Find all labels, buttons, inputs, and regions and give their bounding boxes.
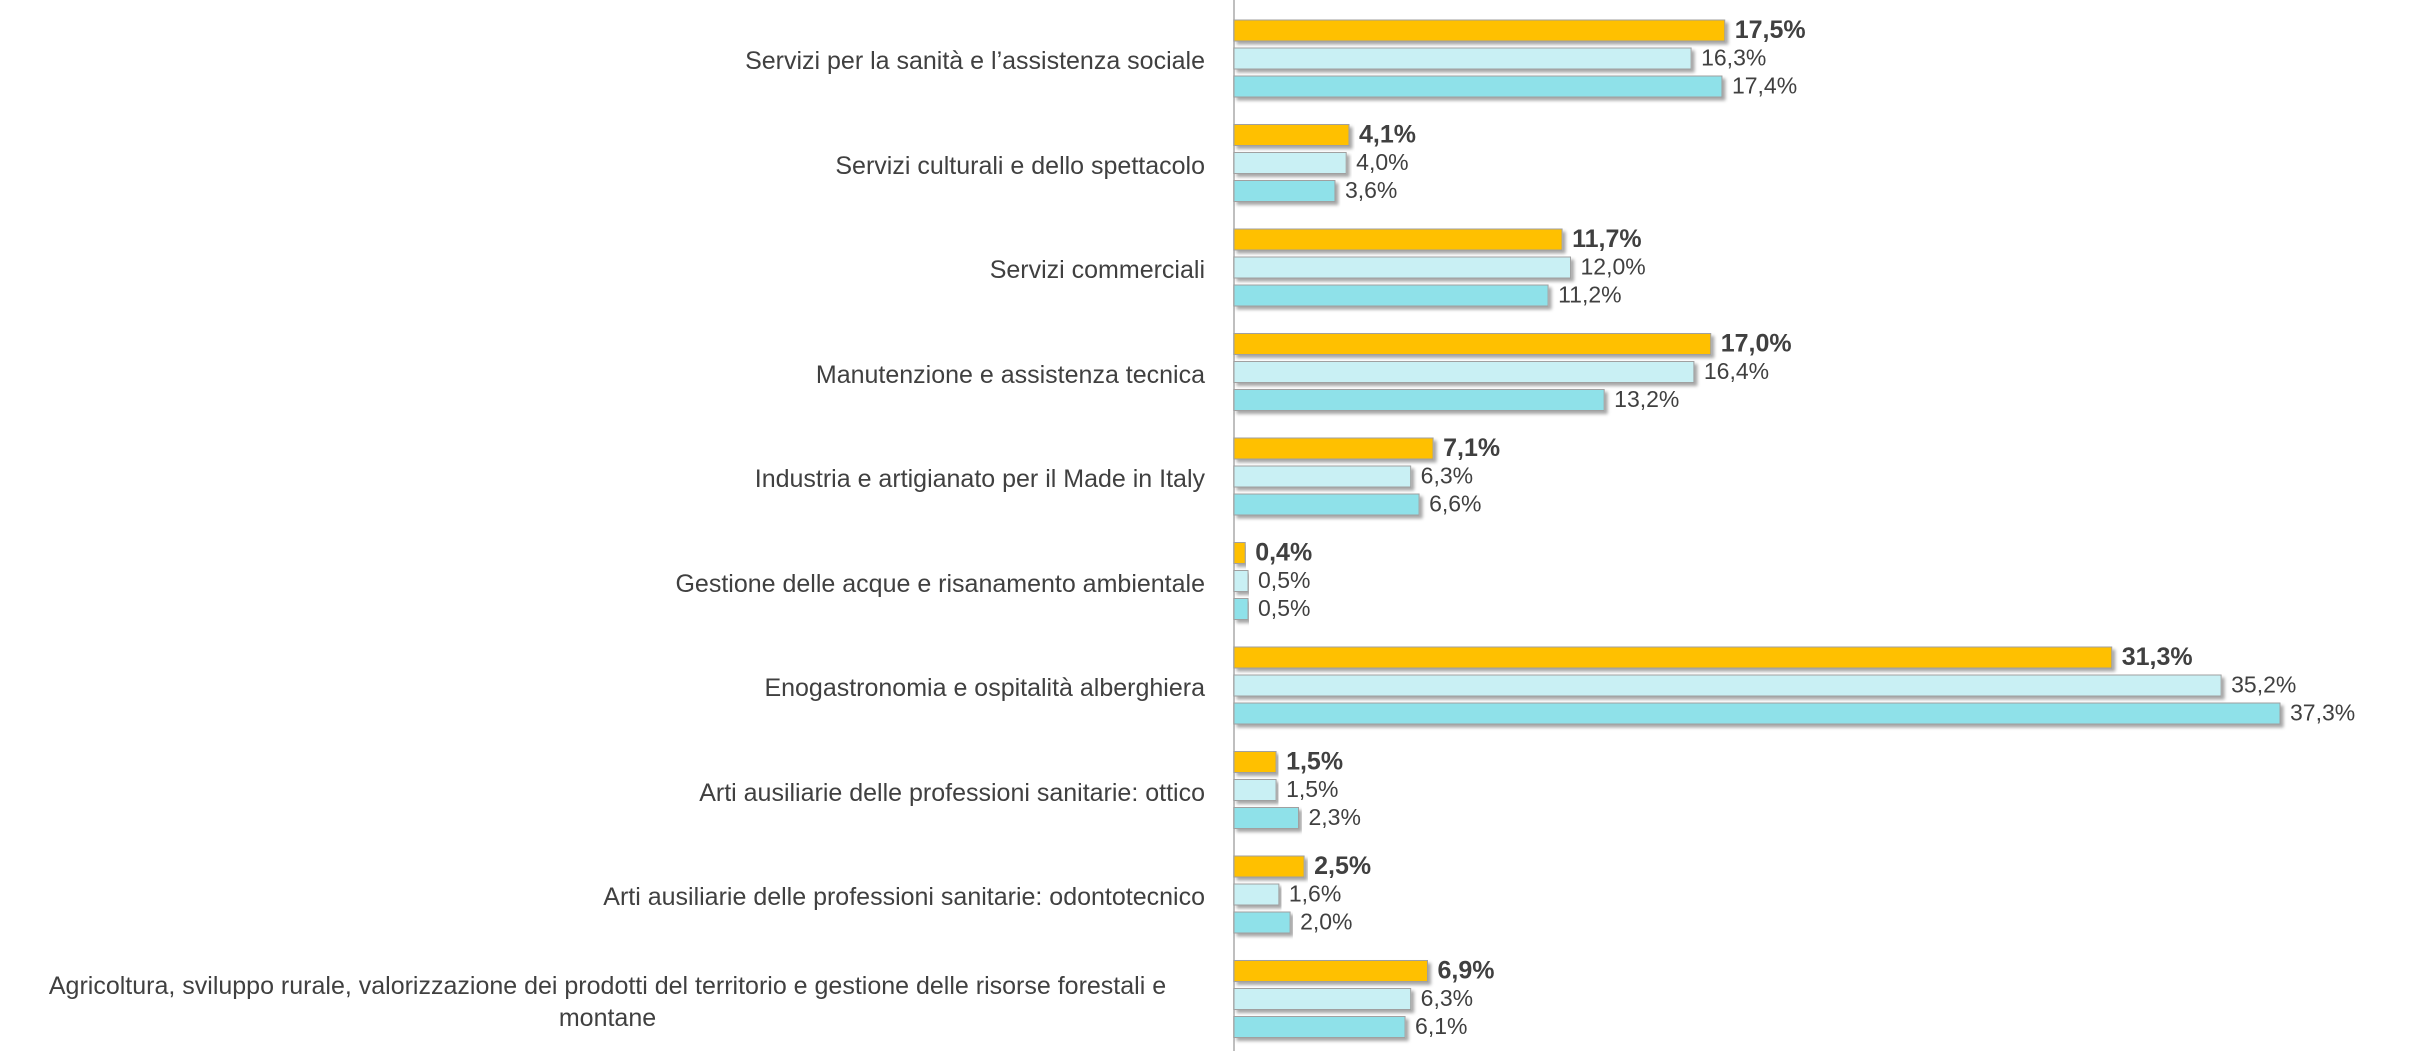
category-text: Servizi per la sanità e l’assistenza soc… <box>745 47 1205 76</box>
bar <box>1233 674 2222 697</box>
value-label: 0,5% <box>1258 567 1310 593</box>
bar <box>1233 751 1277 773</box>
bar <box>1233 437 1434 460</box>
value-label: 37,3% <box>2290 700 2355 726</box>
value-label: 11,7% <box>1572 225 1642 253</box>
bar <box>1233 256 1572 279</box>
value-label: 0,5% <box>1258 595 1310 621</box>
category-label: Gestione delle acque e risanamento ambie… <box>10 543 1205 627</box>
value-label: 1,5% <box>1286 748 1343 776</box>
value-label: 6,9% <box>1437 957 1494 985</box>
bar <box>1233 389 1605 411</box>
bar <box>1233 493 1420 516</box>
category-label: Arti ausiliarie delle professioni sanita… <box>10 856 1205 940</box>
value-label: 17,5% <box>1735 16 1806 44</box>
category-text: Servizi commerciali <box>989 256 1205 285</box>
value-label: 2,0% <box>1300 909 1352 935</box>
value-label: 2,5% <box>1314 852 1371 880</box>
bar <box>1233 702 2281 725</box>
value-label: 4,1% <box>1359 121 1416 149</box>
category-text: Enogastronomia e ospitalità alberghiera <box>764 674 1205 703</box>
bar <box>1233 988 1412 1010</box>
value-label: 6,1% <box>1415 1013 1467 1039</box>
category-text: Industria e artigianato per il Made in I… <box>754 465 1205 494</box>
bar <box>1233 570 1249 592</box>
value-label: 12,0% <box>1581 254 1646 280</box>
bar <box>1233 180 1336 202</box>
bar <box>1233 465 1412 488</box>
value-label: 31,3% <box>2122 643 2193 671</box>
value-label: 1,5% <box>1286 776 1338 802</box>
value-label: 4,0% <box>1356 149 1408 175</box>
bar <box>1233 911 1291 934</box>
bar <box>1233 855 1305 878</box>
value-label: 1,6% <box>1289 881 1341 907</box>
value-label: 6,6% <box>1429 491 1481 517</box>
value-label: 11,2% <box>1558 282 1622 308</box>
value-label: 17,0% <box>1721 330 1792 358</box>
value-label: 2,3% <box>1308 804 1360 830</box>
bar <box>1233 333 1712 355</box>
bar <box>1233 228 1563 251</box>
value-label: 17,4% <box>1732 73 1797 99</box>
bar <box>1233 598 1249 620</box>
bar <box>1233 1016 1406 1038</box>
bar <box>1233 19 1726 42</box>
bar <box>1233 542 1246 564</box>
bar <box>1233 779 1277 801</box>
bar <box>1233 47 1692 70</box>
category-text: Servizi culturali e dello spettacolo <box>835 151 1205 180</box>
category-label: Enogastronomia e ospitalità alberghiera <box>10 647 1205 731</box>
bar <box>1233 124 1350 146</box>
value-label: 0,4% <box>1255 539 1312 567</box>
value-label: 3,6% <box>1345 177 1397 203</box>
bar <box>1233 646 2113 669</box>
value-label: 6,3% <box>1421 985 1473 1011</box>
bar <box>1233 152 1347 174</box>
bar <box>1233 807 1299 829</box>
bar <box>1233 883 1280 906</box>
category-label: Arti ausiliarie delle professioni sanita… <box>10 752 1205 836</box>
value-label: 13,2% <box>1614 386 1679 412</box>
bar <box>1233 960 1428 982</box>
category-label: Servizi culturali e dello spettacolo <box>10 125 1205 209</box>
value-label: 6,3% <box>1421 463 1473 489</box>
category-text: Gestione delle acque e risanamento ambie… <box>675 569 1205 598</box>
value-label: 16,3% <box>1701 45 1766 71</box>
bar <box>1233 361 1695 383</box>
category-label: Industria e artigianato per il Made in I… <box>10 438 1205 522</box>
category-label: Manutenzione e assistenza tecnica <box>10 334 1205 418</box>
category-text: Arti ausiliarie delle professioni sanita… <box>603 883 1205 912</box>
category-text: Arti ausiliarie delle professioni sanita… <box>699 778 1205 807</box>
value-label: 35,2% <box>2231 672 2296 698</box>
category-label: Servizi commerciali <box>10 229 1205 313</box>
category-text: Manutenzione e assistenza tecnica <box>815 360 1205 389</box>
category-text: Agricoltura, sviluppo rurale, valorizzaz… <box>48 972 1167 1032</box>
bar <box>1233 75 1723 98</box>
value-label: 7,1% <box>1443 434 1500 462</box>
bar <box>1233 284 1549 307</box>
value-label: 16,4% <box>1704 358 1769 384</box>
category-label: Agricoltura, sviluppo rurale, valorizzaz… <box>10 961 1205 1045</box>
category-label: Servizi per la sanità e l’assistenza soc… <box>10 20 1205 104</box>
